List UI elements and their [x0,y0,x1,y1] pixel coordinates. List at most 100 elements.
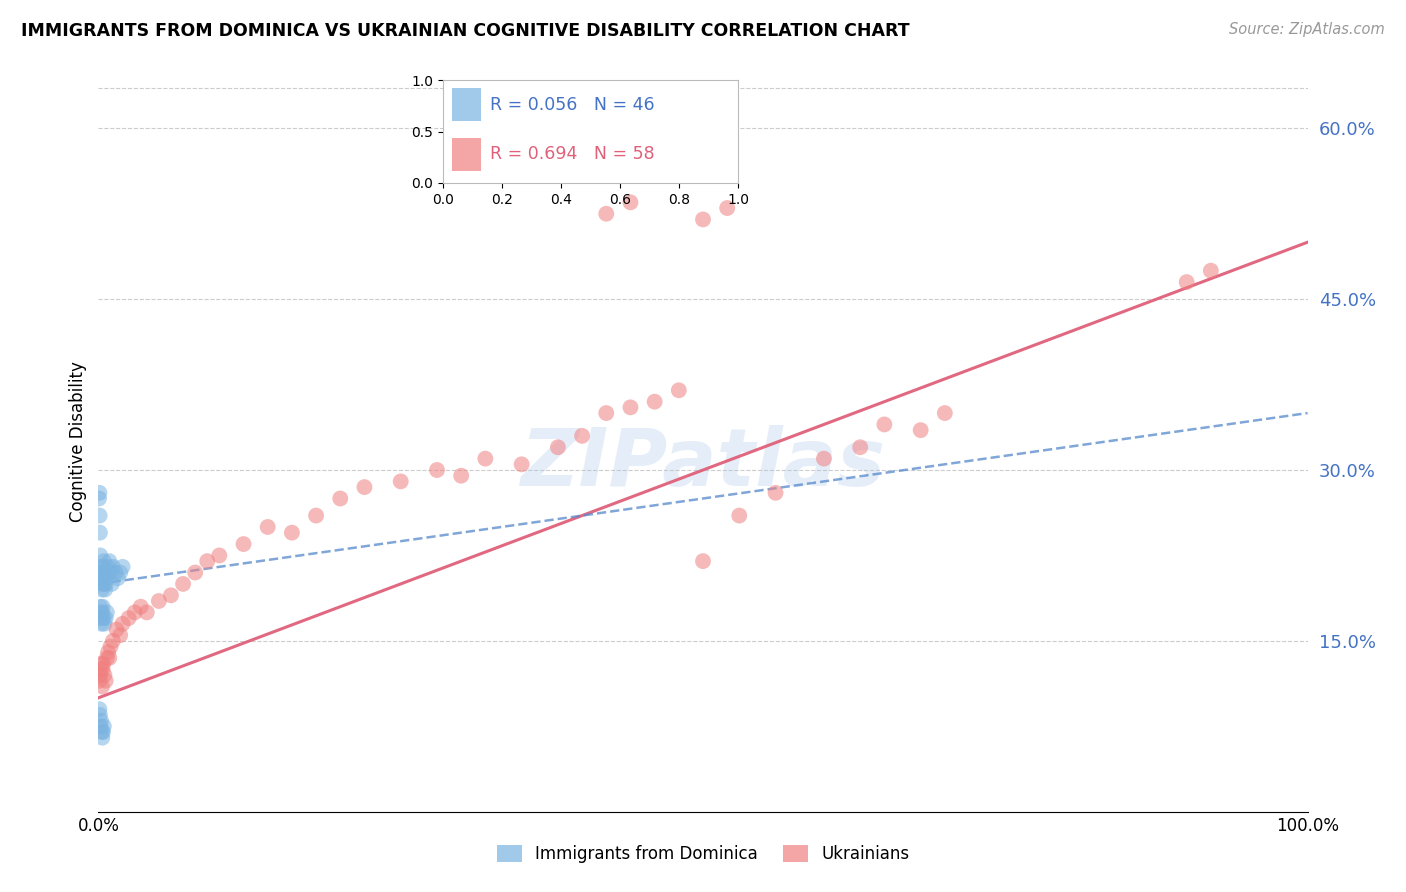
Point [90,571,112,585]
Point [100,640,122,654]
Point [96,651,118,665]
Point [934,406,956,420]
Point [571,429,593,443]
Text: R = 0.056   N = 46: R = 0.056 N = 46 [491,96,655,114]
Point [728,508,751,523]
Point [89,549,111,563]
Point [89,668,111,682]
Text: Source: ZipAtlas.com: Source: ZipAtlas.com [1229,22,1385,37]
Point [108,566,131,580]
Point [111,559,134,574]
Point [111,616,134,631]
Point [93,668,115,682]
Point [1199,263,1222,277]
Point [184,566,207,580]
Point [100,577,122,591]
Point [208,549,231,563]
Point [93,616,115,631]
Point [281,525,304,540]
Point [160,588,183,602]
Point [595,406,617,420]
Point [813,451,835,466]
Point [91,662,114,676]
Legend: Immigrants from Dominica, Ukrainians: Immigrants from Dominica, Ukrainians [491,838,915,870]
Point [305,508,328,523]
Point [98,651,121,665]
Point [97,559,120,574]
Point [89,485,111,500]
Point [96,566,118,580]
Point [91,731,114,745]
Point [619,195,641,210]
Point [104,566,127,580]
Point [90,577,112,591]
Point [90,662,112,676]
Point [90,725,112,739]
Point [89,707,111,722]
Point [93,577,115,591]
Bar [451,137,481,170]
Point [450,468,472,483]
Text: ZIPatlas: ZIPatlas [520,425,886,503]
Point [619,401,641,415]
Point [91,725,114,739]
Point [510,458,533,472]
Point [91,680,114,694]
Point [94,582,117,597]
Point [94,611,117,625]
Point [98,554,121,568]
Point [90,714,112,728]
Point [91,611,114,625]
Point [329,491,352,506]
Point [96,606,118,620]
Point [353,480,375,494]
Point [89,606,111,620]
Point [148,594,170,608]
Bar [451,88,481,121]
Point [97,645,120,659]
Point [93,719,115,733]
Point [1175,275,1198,289]
Point [89,673,111,688]
Point [195,554,218,568]
Point [101,559,124,574]
Point [129,599,152,614]
Text: R = 0.694   N = 58: R = 0.694 N = 58 [491,145,655,163]
Point [93,554,115,568]
Point [91,571,114,585]
Point [89,525,111,540]
Point [716,201,738,215]
Point [100,566,122,580]
Point [101,633,124,648]
Point [89,702,111,716]
Point [91,657,114,671]
Point [135,606,157,620]
Point [692,212,714,227]
Point [90,559,112,574]
Point [644,394,666,409]
Point [426,463,449,477]
Point [94,577,117,591]
Point [89,599,111,614]
Point [232,537,254,551]
Point [91,566,114,580]
Point [91,606,114,620]
Point [595,207,617,221]
Point [89,508,111,523]
Point [90,719,112,733]
Point [105,623,128,637]
Point [90,657,112,671]
Point [474,451,496,466]
Point [873,417,896,432]
Point [90,611,112,625]
Point [90,616,112,631]
Point [91,559,114,574]
Point [668,384,690,398]
Point [90,582,112,597]
Point [124,606,146,620]
Point [389,475,412,489]
Point [256,520,278,534]
Point [94,673,117,688]
Point [96,571,118,585]
Point [910,423,932,437]
